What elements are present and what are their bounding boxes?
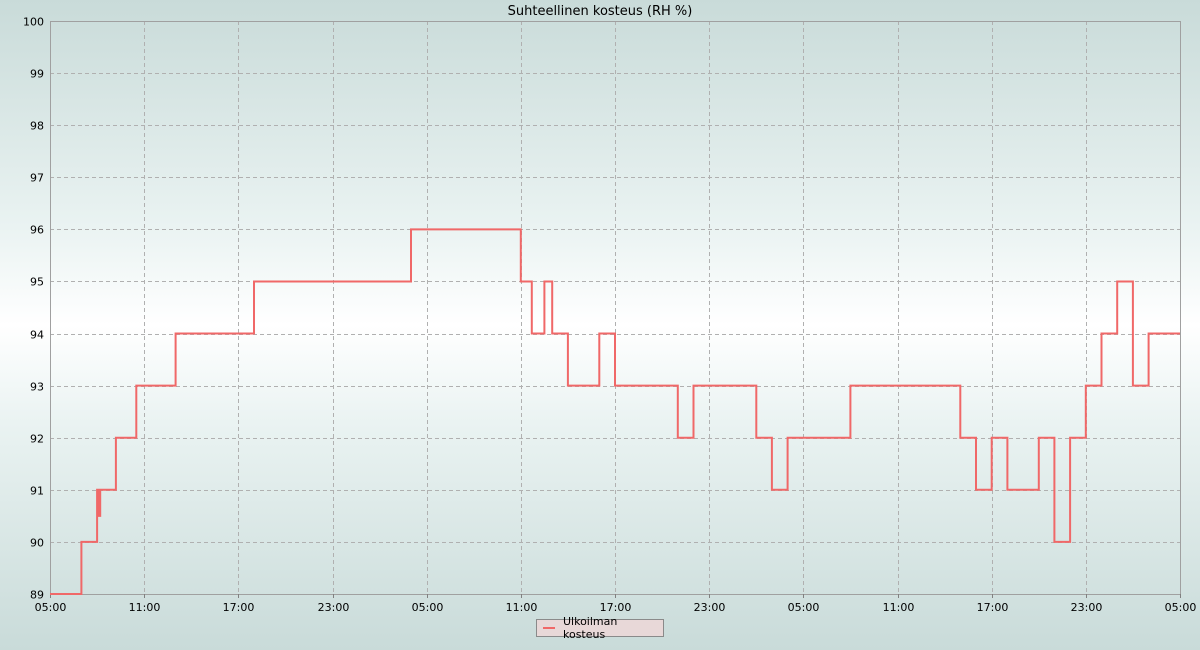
y-tick-label: 99 [30, 68, 44, 81]
y-axis-ticks: 89 90 91 92 93 94 95 96 97 98 99 100 [23, 16, 44, 602]
x-tick-label: 17:00 [600, 601, 632, 614]
series-line-ulkoilman-kosteus [50, 228, 1180, 595]
y-tick-label: 94 [30, 329, 44, 342]
x-tick-label: 17:00 [223, 601, 255, 614]
legend: Ulkoilman kosteus [536, 615, 664, 641]
x-tick-label: 11:00 [506, 601, 538, 614]
x-tick-label: 05:00 [35, 601, 67, 614]
x-tick-label: 23:00 [1071, 601, 1103, 614]
x-tick-label: 17:00 [977, 601, 1009, 614]
x-tick-label: 23:00 [694, 601, 726, 614]
x-tick-label: 23:00 [318, 601, 350, 614]
y-tick-label: 93 [30, 381, 44, 394]
y-tick-label: 98 [30, 120, 44, 133]
y-tick-label: 91 [30, 485, 44, 498]
x-tick-label: 11:00 [129, 601, 161, 614]
chart-title: Suhteellinen kosteus (RH %) [508, 4, 693, 19]
y-tick-label: 89 [30, 589, 44, 602]
y-tick-label: 96 [30, 224, 44, 237]
y-tick-label: 97 [30, 172, 44, 185]
x-tick-label: 05:00 [412, 601, 444, 614]
x-tick-label: 05:00 [1165, 601, 1197, 614]
x-tick-label: 05:00 [788, 601, 820, 614]
x-axis-ticks: 05:00 11:00 17:00 23:00 05:00 11:00 17:00 23:00… [35, 594, 1197, 614]
grid-lines [50, 21, 1180, 594]
legend-swatch [543, 627, 555, 629]
legend-label: Ulkoilman kosteus [562, 615, 618, 641]
x-tick-label: 11:00 [883, 601, 915, 614]
y-tick-label: 100 [23, 16, 44, 29]
y-tick-label: 95 [30, 276, 44, 289]
y-tick-label: 90 [30, 537, 44, 550]
y-tick-label: 92 [30, 433, 44, 446]
